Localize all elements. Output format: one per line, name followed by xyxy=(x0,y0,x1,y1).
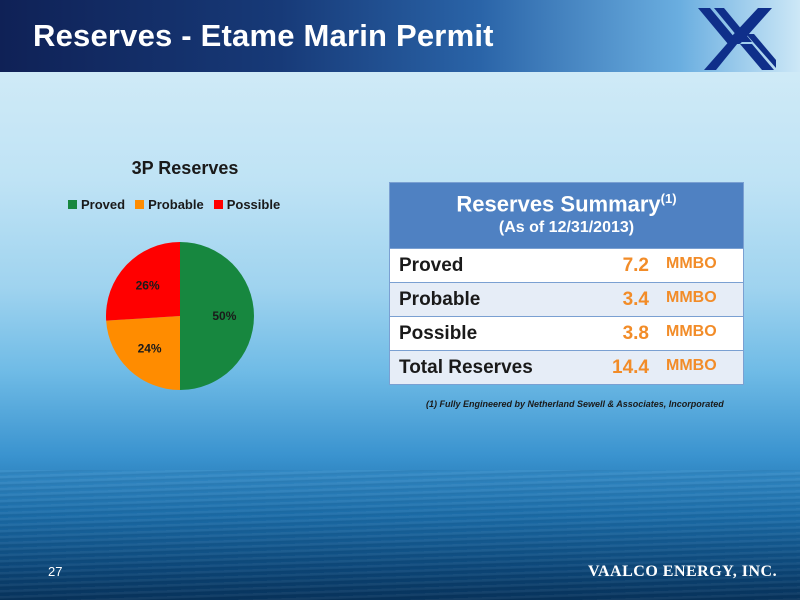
legend-item-proved: Proved xyxy=(68,197,125,212)
pie-chart: 50% 24% 26% xyxy=(106,242,254,390)
row-unit: MMBO xyxy=(666,323,717,340)
pie-label-probable: 24% xyxy=(138,341,162,355)
pie-label-possible: 26% xyxy=(136,279,160,293)
legend-item-probable: Probable xyxy=(135,197,204,212)
legend-swatch-possible xyxy=(213,200,223,209)
table-subtitle: (As of 12/31/2013) xyxy=(498,219,635,237)
row-unit: MMBO xyxy=(666,357,717,374)
table-title: Reserves Summary(1) xyxy=(390,183,743,217)
company-name: VAALCO ENERGY, INC. xyxy=(588,563,778,580)
row-unit: MMBO xyxy=(666,289,717,306)
pie-label-proved: 50% xyxy=(212,309,236,323)
chart-legend: Proved Probable Possible xyxy=(68,197,280,212)
title-bar xyxy=(0,0,800,72)
table-row-possible: Possible 3.8 MMBO xyxy=(389,317,744,351)
chart-title: 3P Reserves xyxy=(131,158,239,178)
vaalco-logo-icon xyxy=(698,8,776,70)
legend-label-proved: Proved xyxy=(81,197,126,212)
table-row-total: Total Reserves 14.4 MMBO xyxy=(389,351,744,385)
sea-texture xyxy=(0,470,800,600)
row-label: Possible xyxy=(399,323,478,344)
row-unit: MMBO xyxy=(666,255,717,272)
table-header: Reserves Summary(1) (As of 12/31/2013) xyxy=(389,182,744,249)
legend-label-possible: Possible xyxy=(226,197,281,212)
row-label: Proved xyxy=(399,255,464,276)
table-row-probable: Probable 3.4 MMBO xyxy=(389,283,744,317)
table-title-superscript: (1) xyxy=(660,191,677,206)
legend-swatch-proved xyxy=(68,200,77,209)
page-number: 27 xyxy=(48,564,63,579)
row-value: 3.4 xyxy=(622,289,649,310)
row-label: Probable xyxy=(399,289,481,310)
legend-swatch-probable xyxy=(135,200,145,209)
table-title-text: Reserves Summary xyxy=(456,191,661,217)
legend-item-possible: Possible xyxy=(213,197,281,212)
row-value: 3.8 xyxy=(622,323,649,344)
reserves-summary-table: Reserves Summary(1) (As of 12/31/2013) P… xyxy=(389,182,744,385)
pie-slice-possible xyxy=(106,242,180,321)
slide-title: Reserves - Etame Marin Permit xyxy=(33,18,494,53)
footnote: (1) Fully Engineered by Netherland Sewel… xyxy=(426,399,724,409)
table-row-proved: Proved 7.2 MMBO xyxy=(389,249,744,283)
pie-slice-probable xyxy=(106,316,180,390)
row-value: 7.2 xyxy=(622,255,649,276)
legend-label-probable: Probable xyxy=(148,197,204,212)
row-value: 14.4 xyxy=(612,357,649,378)
pie-slice-proved xyxy=(180,242,254,390)
row-label: Total Reserves xyxy=(399,357,533,378)
